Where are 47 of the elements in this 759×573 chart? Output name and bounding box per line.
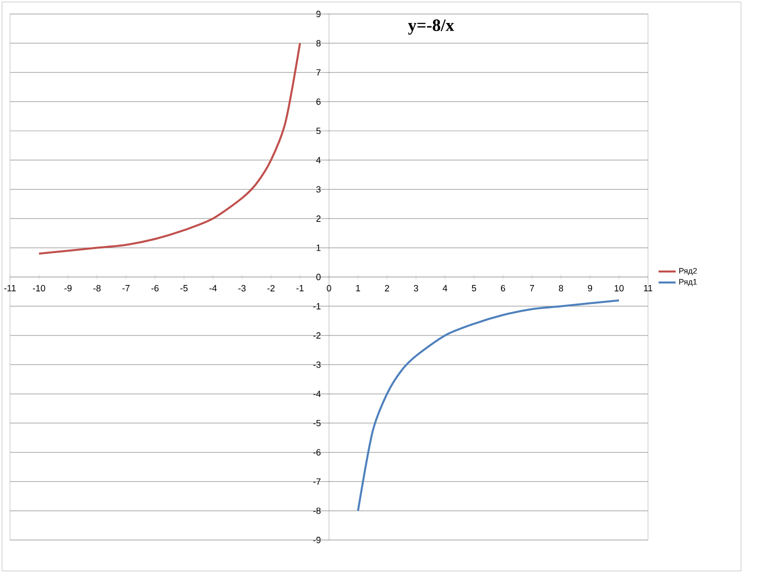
line-series	[357, 299, 620, 512]
x-tick-label: 4	[442, 285, 448, 292]
x-tick-label: 1	[356, 285, 360, 292]
x-tick-label: 7	[530, 285, 534, 292]
y-tick-label: 9	[316, 10, 321, 18]
x-tick-label: -7	[122, 285, 130, 292]
y-tick-label: -9	[313, 536, 321, 544]
x-tick-label: 9	[588, 285, 592, 292]
x-tick-label: 8	[558, 285, 564, 292]
x-tick-label: 11	[644, 285, 652, 292]
legend-label: Ряд2	[679, 268, 697, 276]
y-tick-label: 8	[316, 40, 321, 46]
y-tick-label: 4	[316, 157, 321, 164]
x-tick-label: 6	[500, 285, 506, 292]
y-tick-label: -8	[313, 508, 321, 514]
line-series	[38, 42, 302, 255]
y-tick-label: 3	[316, 186, 321, 193]
y-tick-label: -2	[313, 332, 321, 339]
x-tick-label: -5	[180, 285, 188, 292]
y-tick-label: -7	[313, 478, 321, 485]
y-tick-label: -4	[313, 390, 321, 397]
y-tick-label: 7	[316, 69, 321, 76]
x-tick-label: -10	[32, 285, 46, 292]
x-tick-label: -2	[267, 285, 275, 292]
x-tick-label: 10	[614, 285, 624, 292]
x-tick-label: -1	[296, 285, 304, 292]
y-tick-label: 6	[316, 98, 321, 105]
x-tick-label: -3	[238, 285, 246, 292]
y-tick-label: -1	[313, 303, 321, 310]
y-tick-label: -3	[313, 361, 321, 368]
y-tick-label: -5	[313, 420, 321, 426]
x-tick-label: 0	[326, 285, 332, 292]
x-tick-label: -11	[4, 285, 16, 292]
x-tick-label: 2	[384, 285, 390, 292]
y-tick-label: 2	[316, 215, 321, 222]
x-tick-label: -8	[93, 285, 101, 292]
y-tick-label: -6	[313, 449, 321, 456]
x-tick-label: -4	[209, 285, 217, 292]
x-tick-label: 5	[472, 285, 476, 292]
y-tick-label: 5	[316, 128, 321, 134]
legend-label: Ряд1	[679, 279, 697, 286]
y-tick-label: 0	[316, 274, 321, 280]
x-tick-label: -9	[64, 285, 72, 292]
y-tick-label: 1	[316, 244, 321, 251]
x-tick-label: 3	[414, 285, 418, 292]
x-tick-label: -6	[151, 285, 159, 292]
chart-title: y=-8/x	[408, 19, 454, 35]
